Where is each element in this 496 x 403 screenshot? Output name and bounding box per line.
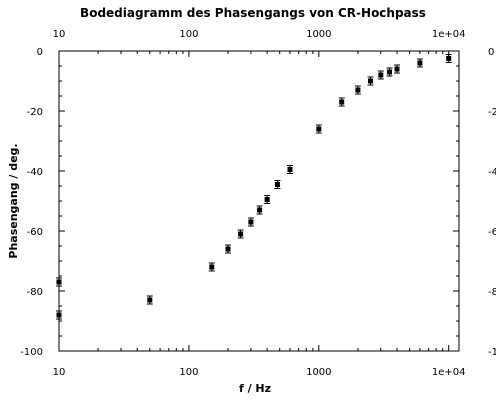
data-point-marker — [339, 99, 345, 105]
data-point-marker — [386, 69, 392, 75]
data-point — [315, 124, 322, 134]
y-tick-label-right: -20 — [488, 107, 496, 118]
data-point-marker — [56, 312, 62, 318]
x-tick-label-top: 10 — [53, 29, 66, 40]
data-point — [394, 64, 401, 74]
data-point-marker — [355, 87, 361, 93]
data-point — [354, 85, 361, 95]
data-point-marker — [225, 246, 231, 252]
data-point-marker — [446, 56, 452, 61]
data-point-marker — [56, 279, 62, 285]
data-point-marker — [257, 207, 263, 213]
plot-area-frame — [58, 50, 460, 352]
data-point — [274, 180, 281, 189]
data-point-marker — [209, 264, 215, 270]
x-tick-label-top: 100 — [179, 29, 198, 40]
data-point — [208, 262, 215, 272]
x-tick-label-bottom: 1e+04 — [432, 367, 466, 378]
x-tick-label-top: 1e+04 — [432, 29, 466, 40]
y-tick-label-right: -40 — [488, 167, 496, 178]
y-tick-label-left: 0 — [37, 47, 43, 58]
data-point-marker — [378, 72, 384, 78]
data-point-marker — [368, 78, 374, 84]
data-point — [264, 195, 271, 204]
chart-title: Bodediagramm des Phasengangs von CR-Hoch… — [80, 6, 426, 20]
y-tick-label-left: -20 — [27, 107, 43, 118]
data-point — [237, 229, 244, 239]
x-tick-label-bottom: 1000 — [306, 367, 331, 378]
y-tick-label-right: -60 — [488, 227, 496, 238]
x-axis-label: f / Hz — [239, 382, 271, 395]
data-point-marker — [248, 219, 254, 225]
data-point-marker — [417, 60, 423, 66]
y-tick-label-left: -100 — [20, 347, 43, 358]
data-point — [286, 165, 293, 174]
data-point-marker — [316, 126, 322, 132]
x-tick-label-bottom: 100 — [179, 367, 198, 378]
data-points — [56, 54, 452, 320]
data-point — [445, 54, 452, 63]
data-point-marker — [264, 197, 270, 202]
data-point — [56, 277, 62, 287]
data-point-marker — [274, 182, 280, 187]
data-point — [367, 76, 374, 86]
y-tick-label-right: -100 — [488, 347, 496, 358]
data-point — [416, 58, 423, 68]
y-axis-label: Phasengang / deg. — [7, 143, 20, 258]
y-tick-label-left: -80 — [27, 287, 43, 298]
axis-ticks: 10 10 100 100 1000 1000 1e+04 1e+04 0 0 -20 -20 -40 -… — [20, 29, 496, 378]
y-tick-label-left: -40 — [27, 167, 43, 178]
data-point — [225, 244, 232, 254]
data-point-marker — [287, 167, 293, 172]
data-point — [247, 217, 254, 227]
y-tick-label-left: -60 — [27, 227, 43, 238]
x-tick-label-bottom: 10 — [53, 367, 66, 378]
data-point-marker — [394, 66, 400, 72]
data-point-marker — [147, 297, 153, 303]
data-point — [386, 67, 393, 77]
data-point — [338, 97, 345, 107]
data-point — [146, 295, 153, 305]
data-point — [256, 205, 263, 215]
data-point — [377, 70, 384, 80]
y-tick-label-right: -80 — [488, 287, 496, 298]
data-point-marker — [238, 231, 244, 237]
x-tick-label-top: 1000 — [306, 29, 331, 40]
y-tick-label-right: 0 — [488, 47, 494, 58]
data-point — [56, 310, 62, 320]
